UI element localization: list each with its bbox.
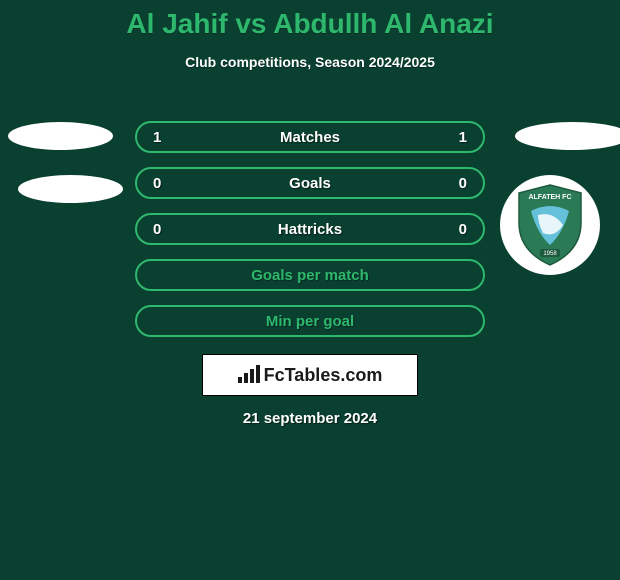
stat-right-value: 0 <box>459 175 467 192</box>
stat-label: Hattricks <box>137 221 483 238</box>
team-badge: ALFATEH FC 1958 <box>500 175 600 275</box>
page-title: Al Jahif vs Abdullh Al Anazi <box>0 0 620 40</box>
badge-year: 1958 <box>543 251 557 257</box>
stat-left-value: 1 <box>153 129 161 146</box>
stat-row-min-per-goal: Min per goal <box>135 305 485 337</box>
stat-row-goals: 0 Goals 0 <box>135 167 485 199</box>
stat-label: Goals <box>137 175 483 192</box>
watermark-box: FcTables.com <box>202 354 418 396</box>
chart-icon <box>238 365 260 385</box>
badge-name: ALFATEH FC <box>528 194 571 201</box>
stat-left-value: 0 <box>153 175 161 192</box>
stat-label: Matches <box>137 129 483 146</box>
stats-container: 1 Matches 1 0 Goals 0 0 Hattricks 0 Goal… <box>135 121 485 351</box>
right-placeholder <box>515 122 620 150</box>
stat-right-value: 0 <box>459 221 467 238</box>
stat-row-matches: 1 Matches 1 <box>135 121 485 153</box>
stat-right-value: 1 <box>459 129 467 146</box>
left-placeholder-2 <box>18 175 123 203</box>
stat-row-goals-per-match: Goals per match <box>135 259 485 291</box>
stat-left-value: 0 <box>153 221 161 238</box>
stat-label: Goals per match <box>137 267 483 284</box>
stat-label: Min per goal <box>137 313 483 330</box>
left-placeholder-1 <box>8 122 113 150</box>
watermark-text: FcTables.com <box>264 365 383 386</box>
stat-row-hattricks: 0 Hattricks 0 <box>135 213 485 245</box>
date-text: 21 september 2024 <box>0 410 620 427</box>
shield-icon: ALFATEH FC 1958 <box>513 183 587 267</box>
subtitle: Club competitions, Season 2024/2025 <box>0 54 620 70</box>
